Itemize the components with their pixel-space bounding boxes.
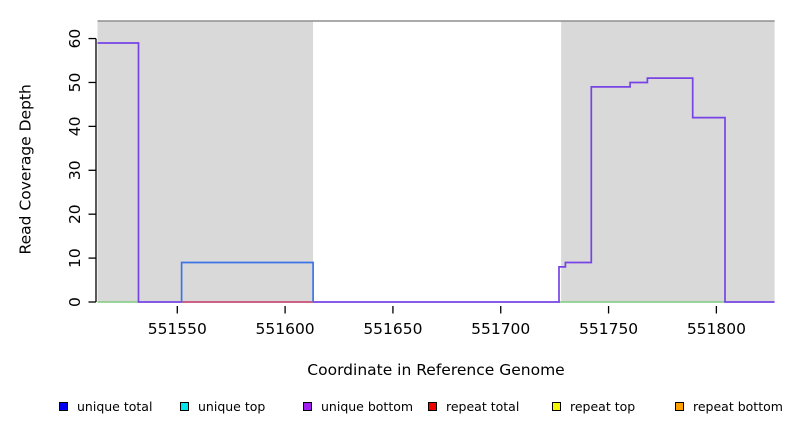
x-axis-title: Coordinate in Reference Genome [307,361,565,379]
y-tick-label: 60 [66,29,84,49]
y-tick-label: 20 [66,204,84,224]
legend-item-label: repeat total [446,399,520,414]
legend-item-label: unique bottom [321,399,414,414]
legend-item-label: unique total [77,399,153,414]
legend-swatch-icon [675,402,684,411]
legend-item-label: repeat bottom [693,399,783,414]
legend-item-label: unique top [198,399,266,414]
x-tick-label: 551800 [687,320,746,338]
legend-swatch-icon [180,402,189,411]
legend-item-label: repeat top [570,399,636,414]
y-tick-label: 10 [66,248,84,268]
legend-item: repeat bottom [675,398,783,415]
x-tick-label: 551700 [471,320,530,338]
y-axis-title: Read Coverage Depth [16,84,35,255]
x-tick-label: 551650 [363,320,422,338]
x-tick-label: 551600 [256,320,315,338]
y-tick-label: 50 [66,73,84,93]
x-tick-label: 551750 [579,320,638,338]
legend-swatch-icon [428,402,437,411]
legend-item: unique bottom [303,398,413,415]
legend-item: unique total [59,398,152,415]
gap-region [313,21,562,302]
x-tick-label: 551550 [148,320,207,338]
y-tick-label: 40 [66,117,84,137]
legend-swatch-icon [59,402,68,411]
legend: unique total unique top unique bottom repea… [0,398,792,418]
series-unique-total [180,261,314,302]
legend-swatch-icon [303,402,312,411]
y-tick-label: 30 [66,160,84,180]
legend-item: repeat top [552,398,635,415]
y-tick-label: 0 [66,297,84,307]
legend-item: unique top [180,398,265,415]
legend-swatch-icon [552,402,561,411]
series-unique-bottom [97,42,775,303]
repeat-region-left [97,21,314,302]
legend-item: repeat total [428,398,519,415]
repeat-region-right [561,21,775,302]
